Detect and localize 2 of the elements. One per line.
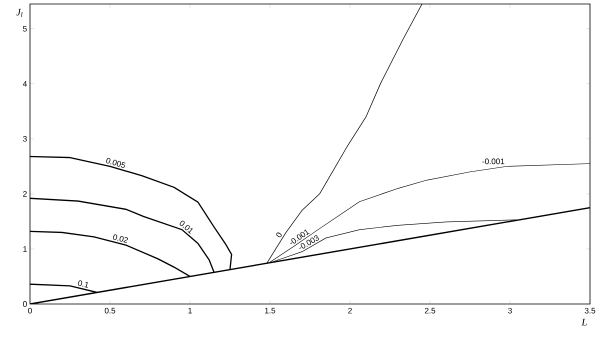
x-axis-title: L	[581, 318, 587, 326]
y-axis-title: J$_{l}$	[16, 8, 22, 17]
